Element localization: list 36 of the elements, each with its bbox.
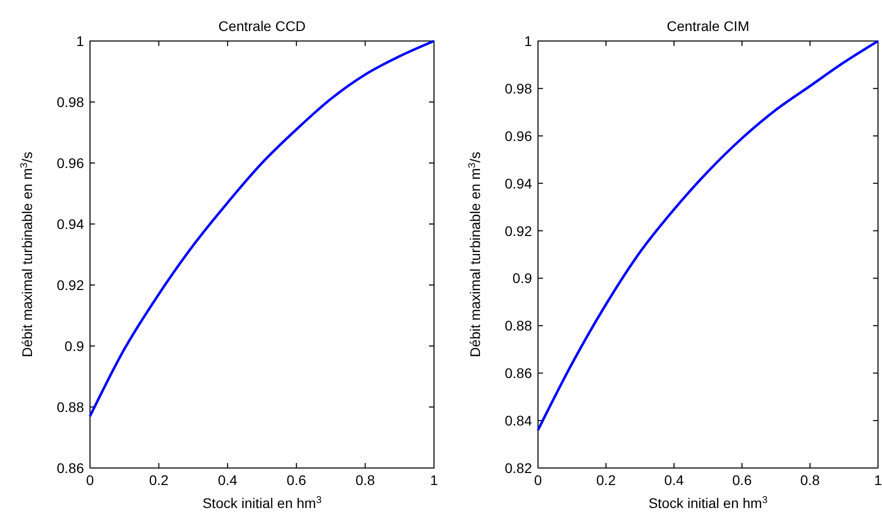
x-tick-label: 0.4 — [218, 472, 238, 488]
y-tick-label: 0.9 — [512, 270, 532, 286]
x-tick-label: 1 — [430, 472, 438, 488]
y-tick-label: 0.94 — [56, 216, 84, 232]
x-tick-label: 0.4 — [664, 472, 684, 488]
y-tick-label: 0.84 — [504, 412, 532, 429]
x-tick-label: 0 — [534, 472, 542, 488]
y-tick-label: 0.9 — [64, 338, 84, 354]
chart-title: Centrale CCD — [218, 18, 306, 34]
x-tick-label: 0.6 — [732, 472, 752, 488]
y-tick-label: 0.92 — [56, 277, 84, 293]
y-tick-label: 0.92 — [504, 222, 532, 239]
y-tick-label: 0.82 — [504, 460, 532, 476]
x-tick-label: 0.8 — [800, 472, 820, 488]
x-tick-label: 0.2 — [149, 472, 169, 488]
y-tick-label: 0.98 — [56, 94, 84, 110]
y-tick-label: 0.86 — [56, 460, 84, 476]
y-tick-label: 1 — [524, 33, 532, 49]
y-tick-label: 0.98 — [504, 80, 532, 96]
x-tick-label: 0.8 — [355, 472, 376, 488]
y-tick-label: 1 — [76, 33, 84, 49]
y-tick-label: 0.86 — [504, 365, 532, 382]
x-axis-title: Stock initial en hm$^{3}$ — [202, 494, 322, 511]
y-tick-label: 0.96 — [504, 128, 532, 144]
x-tick-label: 0.6 — [286, 472, 306, 488]
y-tick-label: 0.94 — [504, 175, 532, 192]
x-tick-label: 0 — [86, 472, 94, 488]
x-axis-title: Stock initial en hm$^{3}$ — [648, 494, 768, 511]
line-series — [536, 40, 880, 432]
y-tick-label: 0.96 — [56, 155, 84, 171]
y-tick-label: 0.88 — [56, 399, 84, 415]
chart-title: Centrale CIM — [666, 18, 750, 34]
y-tick-label: 0.88 — [504, 318, 532, 334]
x-tick-label: 1 — [874, 472, 882, 488]
x-tick-label: 0.2 — [596, 472, 616, 488]
line-series — [88, 40, 436, 418]
